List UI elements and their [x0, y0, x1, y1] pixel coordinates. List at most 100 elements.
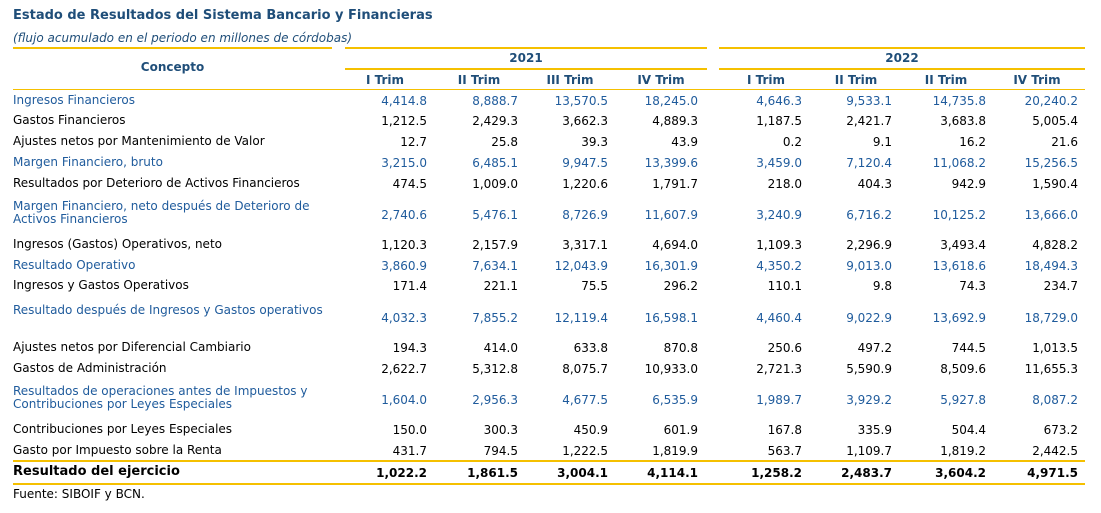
table-cell: 221.1	[483, 279, 518, 293]
table-cell: 2,622.7	[381, 362, 427, 376]
table-cell: 9.8	[872, 279, 892, 293]
table-cell: 12,043.9	[554, 259, 608, 273]
table-cell: 563.7	[767, 444, 802, 458]
table-cell: 1,819.2	[940, 444, 986, 458]
table-cell: 16,598.1	[644, 311, 698, 325]
table-cell: 1,009.0	[472, 177, 518, 191]
quarter-header: I Trim	[365, 73, 405, 87]
table-cell: 3,860.9	[381, 259, 427, 273]
table-cell: 794.5	[483, 444, 518, 458]
table-cell: 8,087.2	[1032, 393, 1078, 407]
row-label: Ingresos (Gastos) Operativos, neto	[13, 237, 222, 251]
table-cell: 1,212.5	[381, 114, 427, 128]
table-cell: 1,220.6	[562, 177, 608, 191]
table-cell: 11,607.9	[644, 208, 698, 222]
row-label: Gastos Financieros	[13, 113, 126, 127]
table-cell: 13,692.9	[932, 311, 986, 325]
header-top-rule-2021	[345, 47, 707, 49]
table-cell: 3,662.3	[562, 114, 608, 128]
table-cell: 3,493.4	[940, 238, 986, 252]
quarter-header: III Trim	[546, 73, 594, 87]
table-cell: 8,888.7	[472, 94, 518, 108]
table-cell: 1,819.9	[652, 444, 698, 458]
table-cell: 2,956.3	[472, 393, 518, 407]
table-cell: 7,855.2	[472, 311, 518, 325]
table-cell: 15,256.5	[1024, 156, 1078, 170]
table-cell: 1,013.5	[1032, 341, 1078, 355]
table-cell: 6,716.2	[846, 208, 892, 222]
table-cell: 1,590.4	[1032, 177, 1078, 191]
table-cell: 296.2	[663, 279, 698, 293]
header-top-rule-2022	[719, 47, 1085, 49]
table-cell: 942.9	[951, 177, 986, 191]
table-cell: 9,947.5	[562, 156, 608, 170]
table-cell: 6,535.9	[652, 393, 698, 407]
table-cell: 870.8	[663, 341, 698, 355]
year-2021-header: 2021	[509, 51, 543, 65]
table-cell: 2,442.5	[1032, 444, 1078, 458]
quarter-header: I Trim	[746, 73, 786, 87]
page-subtitle: (flujo acumulado en el periodo en millon…	[13, 31, 352, 45]
total-cell: 3,604.2	[935, 466, 986, 480]
table-cell: 13,570.5	[554, 94, 608, 108]
table-cell: 171.4	[392, 279, 427, 293]
quarter-header: II Trim	[924, 73, 968, 87]
total-cell: 1,861.5	[467, 466, 518, 480]
table-cell: 16,301.9	[644, 259, 698, 273]
row-label: Resultado Operativo	[13, 258, 136, 272]
row-label: Ajustes netos por Mantenimiento de Valor	[13, 134, 265, 148]
row-label: Resultados de operaciones antes de Impue…	[13, 384, 308, 411]
table-cell: 16.2	[959, 135, 986, 149]
row-label: Gasto por Impuesto sobre la Renta	[13, 443, 222, 457]
total-cell: 4,114.1	[647, 466, 698, 480]
table-cell: 2,429.3	[472, 114, 518, 128]
table-cell: 8,726.9	[562, 208, 608, 222]
table-cell: 18,494.3	[1024, 259, 1078, 273]
total-bottom-rule	[13, 483, 1085, 485]
table-cell: 9,533.1	[846, 94, 892, 108]
table-cell: 5,312.8	[472, 362, 518, 376]
table-cell: 250.6	[767, 341, 802, 355]
table-cell: 11,068.2	[932, 156, 986, 170]
table-cell: 7,634.1	[472, 259, 518, 273]
table-cell: 43.9	[671, 135, 698, 149]
table-cell: 4,460.4	[756, 311, 802, 325]
table-cell: 4,694.0	[652, 238, 698, 252]
table-cell: 4,646.3	[756, 94, 802, 108]
row-label: Contribuciones por Leyes Especiales	[13, 422, 233, 436]
table-cell: 4,350.2	[756, 259, 802, 273]
table-cell: 673.2	[1043, 423, 1078, 437]
table-cell: 13,618.6	[932, 259, 986, 273]
table-cell: 21.6	[1051, 135, 1078, 149]
year-2022-header: 2022	[885, 51, 919, 65]
table-cell: 167.8	[767, 423, 802, 437]
table-cell: 20,240.2	[1024, 94, 1078, 108]
table-cell: 3,215.0	[381, 156, 427, 170]
table-cell: 218.0	[767, 177, 802, 191]
table-cell: 497.2	[857, 341, 892, 355]
table-cell: 504.4	[951, 423, 986, 437]
header-top-rule-concepto	[13, 47, 332, 49]
total-cell: 3,004.1	[557, 466, 608, 480]
table-cell: 2,721.3	[756, 362, 802, 376]
table-cell: 11,655.3	[1024, 362, 1078, 376]
total-cell: 4,971.5	[1027, 466, 1078, 480]
table-cell: 7,120.4	[846, 156, 892, 170]
table-cell: 633.8	[573, 341, 608, 355]
table-cell: 39.3	[581, 135, 608, 149]
table-cell: 404.3	[857, 177, 892, 191]
total-cell: 1,022.2	[376, 466, 427, 480]
table-cell: 1,187.5	[756, 114, 802, 128]
table-cell: 1,791.7	[652, 177, 698, 191]
table-cell: 4,032.3	[381, 311, 427, 325]
table-cell: 3,317.1	[562, 238, 608, 252]
table-cell: 110.1	[767, 279, 802, 293]
table-cell: 601.9	[663, 423, 698, 437]
total-label: Resultado del ejercicio	[13, 464, 180, 479]
year-rule-2021	[345, 68, 707, 70]
header-bottom-rule	[13, 89, 1085, 90]
table-cell: 1,109.7	[846, 444, 892, 458]
source-note: Fuente: SIBOIF y BCN.	[13, 487, 145, 501]
table-cell: 74.3	[959, 279, 986, 293]
table-cell: 25.8	[491, 135, 518, 149]
